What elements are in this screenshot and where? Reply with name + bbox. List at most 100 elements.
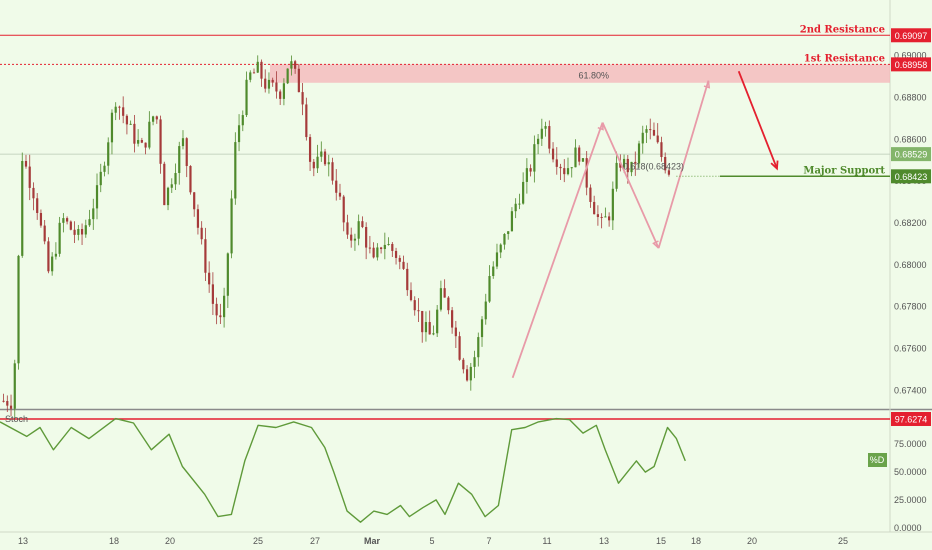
level-price-tag-1-box [891,57,931,72]
candle-body [338,192,342,197]
candle-body [159,119,162,164]
level-label-0: 2nd Resistance [800,24,885,35]
time-tick-label: 27 [310,536,320,546]
candle-body [58,222,61,254]
candle-body [585,158,588,188]
candle-body [522,181,525,204]
candle-body [477,337,480,358]
candle-body [436,309,439,334]
candle-body [480,319,484,338]
candle-body [237,125,241,143]
candle-body [424,322,428,333]
resistance-zone [270,64,890,83]
candle-body [133,123,136,144]
candle-body [215,303,218,316]
candle-body [294,61,297,69]
candle-body [178,146,181,174]
candle-body [402,261,405,269]
pattern-leg-2 [657,80,710,249]
candle-body [290,61,293,69]
candle-body [529,168,532,172]
candle-body [447,297,450,311]
candle-body [540,128,543,139]
level-price-tag-2-box [891,169,931,184]
price-tick-label: 0.68000 [894,260,927,270]
candle-body [409,290,413,301]
candle-body [174,173,177,185]
stoch-series-legend-box [868,453,887,467]
candle-body [144,142,147,148]
candle-body [365,227,368,248]
fib-extension-label: 61.80% [579,71,610,81]
candle-body [125,115,129,125]
candle-body [626,158,629,173]
time-tick-label: 11 [542,536,551,546]
candle-body [36,198,39,213]
candle-body [21,160,24,256]
candle-body [84,225,87,235]
candle-body [208,272,211,285]
candle-body [200,227,203,240]
candle-body [484,301,487,320]
candle-body [193,192,196,210]
candle-body [346,222,349,235]
candle-body [103,165,106,172]
price-tick-label: 0.68200 [894,218,927,228]
stoch-indicator-label: Stoch [5,414,28,424]
candle-body [611,188,614,221]
candle-body [488,276,491,302]
candle-body [43,225,46,242]
candle-body [649,129,652,131]
candle-body [151,116,155,122]
candle-body [451,310,454,328]
candle-body [559,166,562,169]
candle-body [148,121,151,148]
candle-body [664,157,667,171]
time-tick-label: 13 [18,536,28,546]
time-tick-label: 5 [429,536,434,546]
candle-body [73,229,76,235]
candle-body [320,151,323,157]
current-price-tag-box [891,147,931,162]
stoch-tick-label: 75.0000 [894,439,927,449]
candle-body [308,137,312,162]
candle-body [398,257,401,262]
forecast-arrowhead [770,160,779,171]
level-label-1: 1st Resistance [804,53,885,64]
candle-body [637,143,641,164]
candle-body [413,300,416,311]
candle-body [312,161,315,169]
candle-body [305,104,308,138]
candle-body [421,310,424,333]
pattern-arrowhead-2 [703,80,711,89]
candle-body [166,187,170,206]
candle-body [204,239,207,273]
candle-body [391,243,394,251]
candle-body [196,209,200,228]
candle-body [95,185,99,209]
candle-body [249,72,252,80]
time-tick-label: 25 [838,536,848,546]
candle-body [316,156,319,169]
candle-body [656,135,659,143]
level-label-2: Major Support [803,165,885,176]
candle-body [271,79,274,83]
candle-body [140,140,143,143]
candle-body [211,284,214,304]
stoch-panel [0,411,890,532]
candle-body [630,161,633,173]
candle-body [256,61,259,73]
candle-body [323,151,327,165]
time-tick-label: 15 [656,536,666,546]
candle-body [9,405,13,409]
candle-body [548,126,551,149]
candle-body [331,162,334,181]
candle-body [260,61,263,79]
pattern-arrowhead-1 [652,240,660,249]
candle-body [495,252,499,267]
level-price-tag-0-box [891,28,931,43]
candle-body [2,400,5,402]
fib-retracement-label: 0.618(0.68423) [623,162,684,172]
candle-body [252,72,256,74]
